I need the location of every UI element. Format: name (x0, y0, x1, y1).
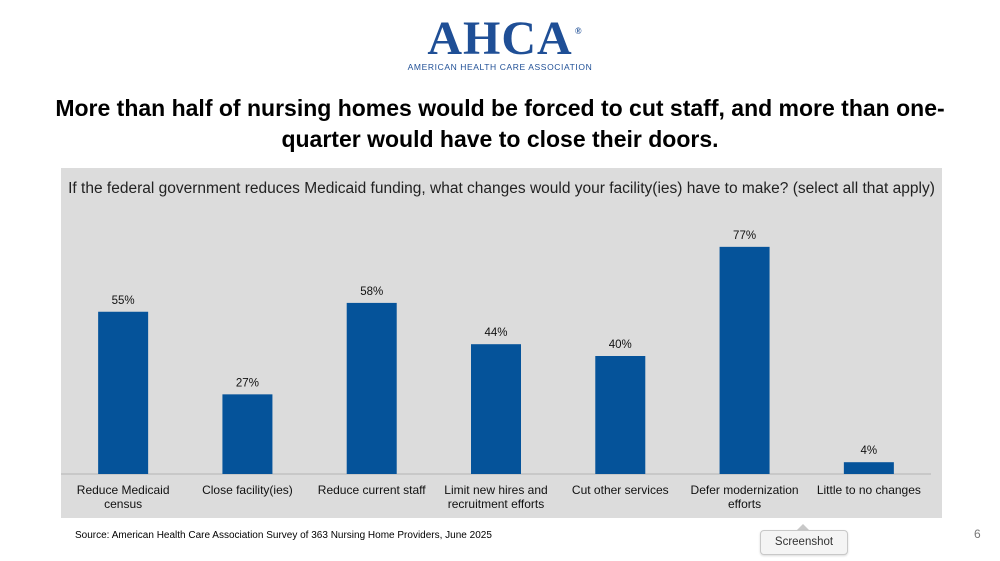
chart-panel: If the federal government reduces Medica… (61, 168, 942, 518)
category-label: Reduce current staff (318, 483, 427, 497)
category-label: Defer modernization efforts (691, 483, 799, 511)
bar (346, 302, 397, 474)
source-note: Source: American Health Care Association… (75, 530, 492, 541)
category-label: Close facility(ies) (202, 483, 293, 497)
bar (595, 356, 646, 474)
tooltip-arrow (797, 524, 809, 530)
bar (98, 311, 149, 474)
data-label: 44% (484, 327, 507, 339)
category-label: Limit new hires and recruitment efforts (444, 483, 547, 511)
logo-wordmark: AHCA ® (427, 12, 581, 65)
data-label: 58% (360, 286, 383, 298)
logo-tagline: AMERICAN HEALTH CARE ASSOCIATION (407, 62, 593, 72)
logo-registered-mark: ® (574, 26, 583, 36)
ahca-logo: AHCA ® AMERICAN HEALTH CARE ASSOCIATION (0, 12, 1000, 73)
chart-title: If the federal government reduces Medica… (68, 180, 935, 197)
data-label: 55% (112, 295, 135, 307)
slide-title: More than half of nursing homes would be… (55, 95, 945, 152)
bar (843, 462, 894, 474)
page-number: 6 (974, 527, 981, 541)
data-label: 40% (609, 339, 632, 351)
screenshot-button[interactable]: Screenshot (760, 530, 848, 555)
category-label: Cut other services (572, 483, 669, 497)
category-label: Reduce Medicaid census (77, 483, 170, 511)
category-label: Little to no changes (817, 483, 921, 497)
bar-chart: 55% Reduce Medicaid census 27% Close facilit… (61, 230, 931, 511)
logo-name: AHCA (427, 12, 573, 65)
bar (719, 246, 770, 474)
data-label: 77% (733, 230, 756, 242)
bar (222, 394, 273, 474)
data-label: 4% (861, 445, 878, 457)
bar (471, 344, 521, 474)
data-label: 27% (236, 377, 259, 389)
